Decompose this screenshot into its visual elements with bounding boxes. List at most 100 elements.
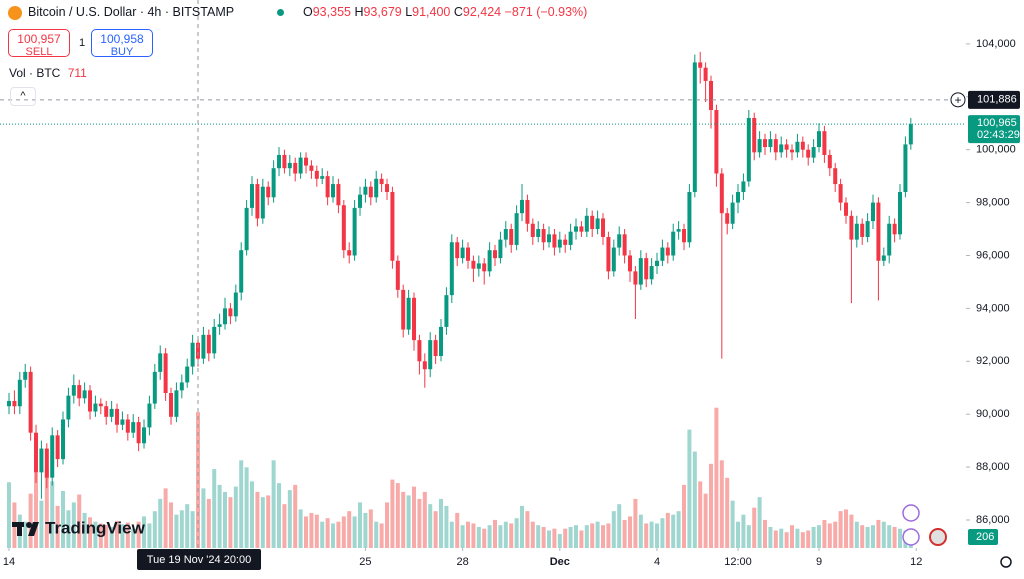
countdown: 02:43:29 [977, 129, 1020, 141]
candle-body [903, 144, 908, 193]
logo-mark [28, 522, 39, 536]
volume-bar [34, 472, 39, 548]
volume-bar [82, 512, 87, 548]
candle-body [709, 80, 714, 111]
l-value: 91,400 [412, 5, 451, 19]
x-tick-label: 12 [910, 556, 922, 568]
volume-bar [471, 523, 476, 548]
h-label: H [354, 5, 364, 19]
candle-body [487, 250, 492, 272]
candle-body [336, 184, 341, 206]
volume-bar [752, 507, 757, 548]
add-alert-button[interactable] [950, 92, 966, 108]
volume-bar [898, 528, 903, 548]
volume-bar [125, 522, 130, 548]
volume-bar [271, 460, 276, 548]
candle-body [433, 340, 438, 356]
volume-bar [482, 528, 487, 548]
x-tick-label: 12:00 [724, 556, 752, 568]
volume-bar [568, 526, 573, 548]
volume-bar [530, 521, 535, 548]
volume-bar [547, 530, 552, 548]
volume-bar [849, 514, 854, 548]
candle-body [579, 226, 584, 232]
candle-body [752, 117, 757, 153]
candle-body [547, 234, 552, 243]
logo-text: TradingView [45, 518, 146, 537]
volume-bar [201, 488, 206, 548]
candle-body [395, 260, 400, 290]
candle-body [98, 403, 103, 407]
settings-icon[interactable] [1000, 556, 1012, 568]
volume-bar [336, 521, 341, 548]
candle-body [460, 247, 465, 259]
y-tick-label: 88,000 [976, 461, 1010, 473]
volume-bar [136, 521, 141, 548]
candle-body [525, 199, 530, 224]
volume-bar [28, 493, 33, 548]
candle-body [385, 184, 390, 193]
volume-bar [817, 525, 822, 548]
collapse-button[interactable]: ^ [10, 87, 36, 106]
y-tick-label: 104,000 [976, 38, 1016, 50]
candle-body [763, 139, 768, 148]
candle-body [320, 176, 325, 179]
candle-body [444, 295, 449, 327]
candle-body [844, 202, 849, 216]
volume-bar [115, 520, 120, 548]
volume-bar [757, 497, 762, 548]
candle-body [401, 289, 406, 330]
volume-bar [61, 491, 66, 548]
x-tick-label: 28 [456, 556, 468, 568]
volume-bar [223, 491, 228, 548]
volume-bar [395, 483, 400, 548]
candle-body [17, 379, 22, 407]
volume-bar [887, 525, 892, 548]
candle-body [104, 406, 109, 417]
candle-body [179, 382, 184, 391]
ideas-icon[interactable] [902, 504, 920, 522]
candle-body [665, 247, 670, 256]
candle-body [536, 229, 541, 237]
sell-button[interactable]: 100,957 SELL [8, 29, 70, 58]
candle-body [574, 226, 579, 232]
candle-body [309, 165, 314, 171]
volume-bar [206, 498, 211, 548]
candle-body [282, 154, 287, 169]
volume-bar [412, 486, 417, 548]
status-dot [277, 9, 284, 16]
volume-bar [266, 495, 271, 548]
volume-bar [725, 477, 730, 548]
candle-body [12, 400, 17, 407]
candle-body [71, 385, 76, 396]
volume-bar [352, 516, 357, 548]
candle-body [82, 390, 87, 399]
volume-legend: Vol · BTC 711 [9, 66, 87, 80]
volume-bar [239, 460, 244, 548]
events-icon[interactable] [902, 528, 920, 546]
buy-button[interactable]: 100,958 BUY [91, 29, 153, 58]
volume-bar [557, 533, 562, 548]
candle-body [736, 192, 741, 203]
candle-body [169, 393, 174, 417]
candle-body [908, 124, 913, 145]
o-value: 93,355 [312, 5, 351, 19]
volume-bar [617, 504, 622, 548]
candle-body [228, 308, 233, 317]
volume-bar [784, 532, 789, 548]
volume-bar [7, 482, 12, 548]
candle-body [50, 435, 55, 478]
candle-body [638, 258, 643, 285]
economic-icon[interactable] [929, 528, 947, 546]
volume-bar [881, 521, 886, 548]
volume-bar [282, 504, 287, 548]
candle-body [498, 239, 503, 259]
l-label: L [405, 5, 413, 19]
volume-bar [811, 526, 816, 548]
volume-bar [563, 528, 568, 548]
volume-bar [250, 481, 255, 548]
volume-bar [50, 481, 55, 548]
candle-body [476, 263, 481, 269]
volume-bar [541, 526, 546, 548]
volume-bar [552, 528, 557, 548]
